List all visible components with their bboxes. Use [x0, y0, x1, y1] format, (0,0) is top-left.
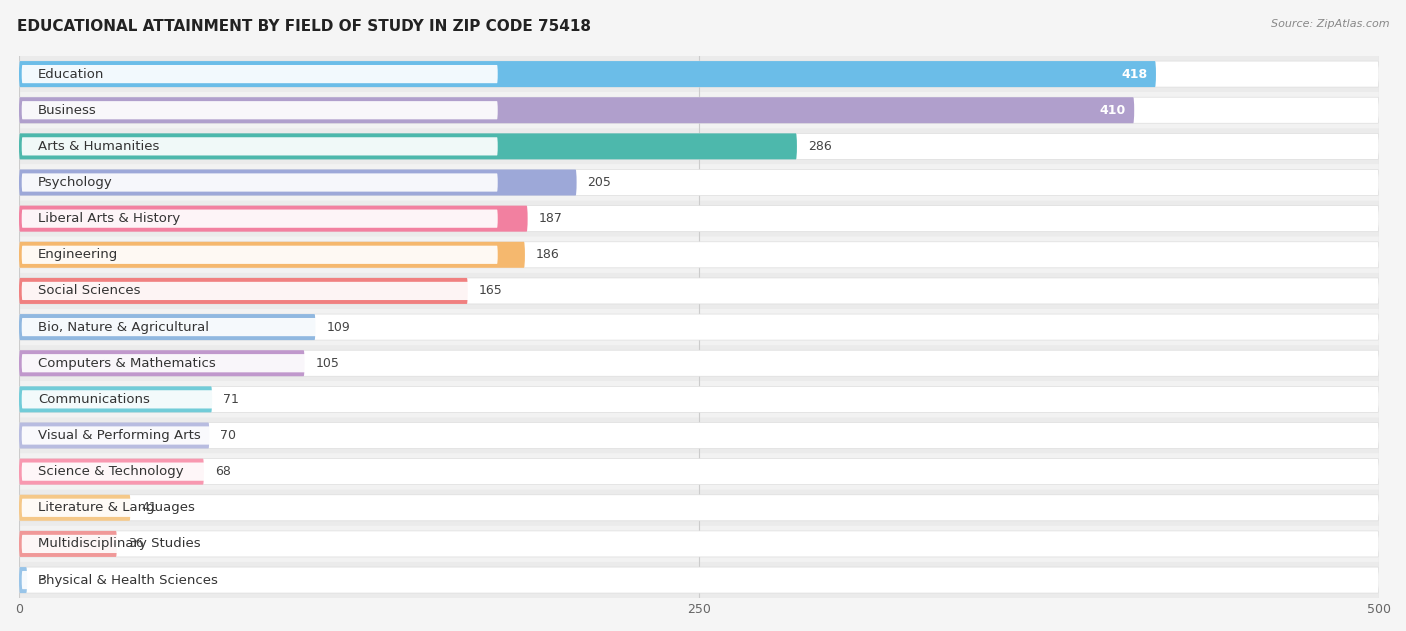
- FancyBboxPatch shape: [20, 495, 1379, 521]
- FancyBboxPatch shape: [20, 237, 1379, 273]
- FancyBboxPatch shape: [21, 65, 498, 83]
- Text: 70: 70: [221, 429, 236, 442]
- Text: Visual & Performing Arts: Visual & Performing Arts: [38, 429, 201, 442]
- FancyBboxPatch shape: [21, 390, 498, 408]
- Text: 41: 41: [142, 501, 157, 514]
- FancyBboxPatch shape: [21, 209, 498, 228]
- FancyBboxPatch shape: [20, 128, 1379, 165]
- FancyBboxPatch shape: [20, 206, 1379, 232]
- Text: 68: 68: [215, 465, 231, 478]
- FancyBboxPatch shape: [20, 314, 1379, 340]
- Text: Computers & Mathematics: Computers & Mathematics: [38, 357, 215, 370]
- FancyBboxPatch shape: [20, 314, 315, 340]
- Text: Science & Technology: Science & Technology: [38, 465, 184, 478]
- FancyBboxPatch shape: [20, 309, 1379, 345]
- FancyBboxPatch shape: [20, 345, 1379, 381]
- FancyBboxPatch shape: [21, 463, 498, 481]
- FancyBboxPatch shape: [20, 567, 1379, 593]
- FancyBboxPatch shape: [20, 273, 1379, 309]
- FancyBboxPatch shape: [21, 245, 498, 264]
- FancyBboxPatch shape: [20, 165, 1379, 201]
- Text: 105: 105: [315, 357, 339, 370]
- Text: 71: 71: [224, 393, 239, 406]
- FancyBboxPatch shape: [20, 242, 1379, 268]
- Text: Multidisciplinary Studies: Multidisciplinary Studies: [38, 538, 201, 550]
- Text: Communications: Communications: [38, 393, 150, 406]
- FancyBboxPatch shape: [20, 531, 117, 557]
- FancyBboxPatch shape: [21, 318, 498, 336]
- Text: EDUCATIONAL ATTAINMENT BY FIELD OF STUDY IN ZIP CODE 75418: EDUCATIONAL ATTAINMENT BY FIELD OF STUDY…: [17, 19, 591, 34]
- FancyBboxPatch shape: [21, 535, 498, 553]
- Text: Bio, Nature & Agricultural: Bio, Nature & Agricultural: [38, 321, 209, 334]
- FancyBboxPatch shape: [20, 133, 1379, 160]
- Text: 187: 187: [538, 212, 562, 225]
- FancyBboxPatch shape: [20, 418, 1379, 454]
- Text: 165: 165: [478, 285, 502, 297]
- FancyBboxPatch shape: [20, 206, 527, 232]
- FancyBboxPatch shape: [21, 282, 498, 300]
- Text: 286: 286: [808, 140, 831, 153]
- FancyBboxPatch shape: [20, 56, 1379, 92]
- Text: Liberal Arts & History: Liberal Arts & History: [38, 212, 180, 225]
- FancyBboxPatch shape: [20, 97, 1135, 123]
- FancyBboxPatch shape: [20, 170, 1379, 196]
- FancyBboxPatch shape: [21, 498, 498, 517]
- FancyBboxPatch shape: [20, 242, 524, 268]
- FancyBboxPatch shape: [20, 381, 1379, 418]
- Text: 36: 36: [128, 538, 143, 550]
- FancyBboxPatch shape: [21, 138, 498, 155]
- FancyBboxPatch shape: [20, 350, 1379, 376]
- Text: Literature & Languages: Literature & Languages: [38, 501, 195, 514]
- FancyBboxPatch shape: [20, 423, 209, 449]
- Text: Physical & Health Sciences: Physical & Health Sciences: [38, 574, 218, 587]
- FancyBboxPatch shape: [20, 490, 1379, 526]
- Text: Business: Business: [38, 103, 97, 117]
- FancyBboxPatch shape: [20, 423, 1379, 449]
- FancyBboxPatch shape: [21, 174, 498, 192]
- Text: 109: 109: [326, 321, 350, 334]
- FancyBboxPatch shape: [20, 61, 1379, 87]
- FancyBboxPatch shape: [20, 61, 1156, 87]
- FancyBboxPatch shape: [20, 567, 27, 593]
- Text: Psychology: Psychology: [38, 176, 112, 189]
- Text: 3: 3: [38, 574, 46, 587]
- FancyBboxPatch shape: [20, 562, 1379, 598]
- Text: Education: Education: [38, 68, 104, 81]
- FancyBboxPatch shape: [20, 133, 797, 160]
- FancyBboxPatch shape: [20, 459, 204, 485]
- FancyBboxPatch shape: [20, 531, 1379, 557]
- FancyBboxPatch shape: [20, 92, 1379, 128]
- FancyBboxPatch shape: [20, 170, 576, 196]
- Text: 205: 205: [588, 176, 612, 189]
- FancyBboxPatch shape: [20, 278, 468, 304]
- FancyBboxPatch shape: [20, 386, 212, 413]
- FancyBboxPatch shape: [21, 571, 498, 589]
- FancyBboxPatch shape: [20, 278, 1379, 304]
- Text: 410: 410: [1099, 103, 1126, 117]
- FancyBboxPatch shape: [20, 459, 1379, 485]
- Text: Arts & Humanities: Arts & Humanities: [38, 140, 159, 153]
- FancyBboxPatch shape: [20, 495, 131, 521]
- FancyBboxPatch shape: [20, 526, 1379, 562]
- FancyBboxPatch shape: [20, 386, 1379, 413]
- Text: Engineering: Engineering: [38, 248, 118, 261]
- Text: 418: 418: [1122, 68, 1147, 81]
- Text: 186: 186: [536, 248, 560, 261]
- FancyBboxPatch shape: [20, 201, 1379, 237]
- FancyBboxPatch shape: [21, 101, 498, 119]
- FancyBboxPatch shape: [20, 97, 1379, 123]
- FancyBboxPatch shape: [21, 354, 498, 372]
- FancyBboxPatch shape: [21, 427, 498, 445]
- Text: Source: ZipAtlas.com: Source: ZipAtlas.com: [1271, 19, 1389, 29]
- FancyBboxPatch shape: [20, 350, 305, 376]
- Text: Social Sciences: Social Sciences: [38, 285, 141, 297]
- FancyBboxPatch shape: [20, 454, 1379, 490]
